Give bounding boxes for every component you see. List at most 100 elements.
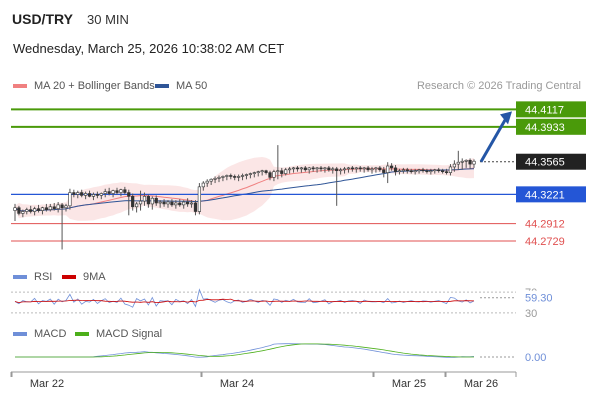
candle-body[interactable] — [272, 171, 276, 178]
candle-body[interactable] — [64, 205, 68, 209]
candle-body[interactable] — [170, 201, 174, 206]
candle-body[interactable] — [452, 163, 456, 168]
legend-rsi[interactable]: RSI — [13, 271, 52, 283]
candle-body[interactable] — [397, 170, 402, 173]
candle-body[interactable] — [240, 175, 245, 177]
candle-body[interactable] — [358, 167, 362, 170]
candle-body[interactable] — [374, 167, 378, 170]
candle-body[interactable] — [378, 167, 382, 171]
candle-body[interactable] — [225, 175, 229, 177]
candle-body[interactable] — [229, 175, 233, 177]
candle-body[interactable] — [99, 193, 103, 196]
candle-body[interactable] — [280, 170, 284, 174]
candle-body[interactable] — [25, 209, 29, 212]
candle-body[interactable] — [252, 172, 256, 174]
candle-body[interactable] — [135, 203, 139, 208]
candle-body[interactable] — [221, 176, 225, 178]
legend-rsi-ma[interactable]: 9MA — [62, 271, 106, 283]
candle-body[interactable] — [209, 178, 213, 182]
candle-body[interactable] — [311, 167, 315, 170]
candle-body[interactable] — [315, 167, 319, 170]
candle-body[interactable] — [299, 167, 303, 170]
candle-body[interactable] — [335, 168, 339, 172]
candle-body[interactable] — [342, 168, 347, 171]
candle-body[interactable] — [237, 176, 241, 178]
candle-body[interactable] — [429, 170, 433, 173]
candle-body[interactable] — [131, 196, 135, 208]
candle-body[interactable] — [323, 167, 327, 170]
candle-body[interactable] — [197, 186, 201, 212]
candle-body[interactable] — [150, 197, 154, 205]
candle-body[interactable] — [103, 191, 107, 194]
candle-body[interactable] — [158, 201, 162, 204]
candle-body[interactable] — [327, 167, 331, 171]
candle-body[interactable] — [189, 202, 194, 205]
candle-body[interactable] — [284, 169, 288, 174]
candle-body[interactable] — [339, 169, 343, 172]
candle-body[interactable] — [433, 169, 437, 172]
candle-body[interactable] — [460, 160, 464, 163]
candle-body[interactable] — [115, 190, 119, 193]
candle-body[interactable] — [390, 165, 394, 169]
candle-body[interactable] — [29, 209, 33, 212]
candle-body[interactable] — [36, 208, 41, 211]
candle-body[interactable] — [40, 207, 45, 211]
candle-body[interactable] — [213, 178, 217, 180]
candle-body[interactable] — [382, 169, 386, 173]
candle-body[interactable] — [56, 204, 60, 209]
candle-body[interactable] — [217, 177, 221, 179]
candle-body[interactable] — [72, 192, 76, 195]
candle-body[interactable] — [80, 192, 84, 196]
legend-ma20[interactable]: MA 20 + Bollinger Bands — [13, 80, 155, 92]
candle-body[interactable] — [44, 207, 48, 210]
candle-body[interactable] — [366, 167, 370, 171]
candle-body[interactable] — [448, 166, 453, 173]
candle-body[interactable] — [193, 202, 198, 212]
candle-body[interactable] — [48, 206, 52, 210]
candle-body[interactable] — [370, 168, 374, 171]
candle-body[interactable] — [201, 182, 205, 188]
candle-body[interactable] — [205, 180, 209, 184]
candle-body[interactable] — [472, 160, 476, 165]
candle-body[interactable] — [142, 196, 147, 202]
candle-body[interactable] — [413, 170, 417, 173]
candle-body[interactable] — [233, 176, 237, 178]
candle-body[interactable] — [393, 167, 398, 172]
candle-body[interactable] — [107, 191, 111, 194]
candle-body[interactable] — [468, 159, 472, 165]
candle-body[interactable] — [350, 167, 354, 170]
candle-body[interactable] — [303, 167, 307, 171]
candle-body[interactable] — [291, 167, 296, 170]
candle-body[interactable] — [52, 206, 56, 209]
candle-body[interactable] — [154, 197, 158, 204]
candle-body[interactable] — [33, 208, 37, 212]
candle-body[interactable] — [68, 192, 72, 207]
candle-body[interactable] — [319, 167, 323, 170]
candle-body[interactable] — [441, 170, 445, 173]
candle-body[interactable] — [386, 165, 390, 173]
candle-body[interactable] — [146, 196, 150, 205]
candle-body[interactable] — [456, 161, 460, 165]
candle-body[interactable] — [464, 159, 468, 162]
candle-body[interactable] — [268, 172, 272, 178]
candle-body[interactable] — [346, 167, 351, 170]
candle-body[interactable] — [166, 201, 170, 205]
candle-body[interactable] — [276, 170, 280, 173]
candle-body[interactable] — [248, 173, 252, 175]
candle-body[interactable] — [87, 193, 92, 197]
legend-macd-signal[interactable]: MACD Signal — [75, 328, 162, 340]
candle-body[interactable] — [17, 207, 21, 214]
candle-body[interactable] — [127, 192, 131, 197]
candle-body[interactable] — [95, 194, 99, 196]
candle-body[interactable] — [264, 170, 268, 173]
candle-body[interactable] — [256, 171, 260, 173]
candle-body[interactable] — [13, 207, 17, 211]
candle-body[interactable] — [260, 170, 264, 173]
candle-body[interactable] — [409, 170, 413, 173]
candle-body[interactable] — [417, 169, 421, 172]
candle-body[interactable] — [76, 192, 80, 195]
candle-body[interactable] — [437, 169, 441, 172]
candle-body[interactable] — [405, 169, 409, 172]
candle-body[interactable] — [21, 211, 25, 214]
candle-body[interactable] — [354, 167, 358, 170]
